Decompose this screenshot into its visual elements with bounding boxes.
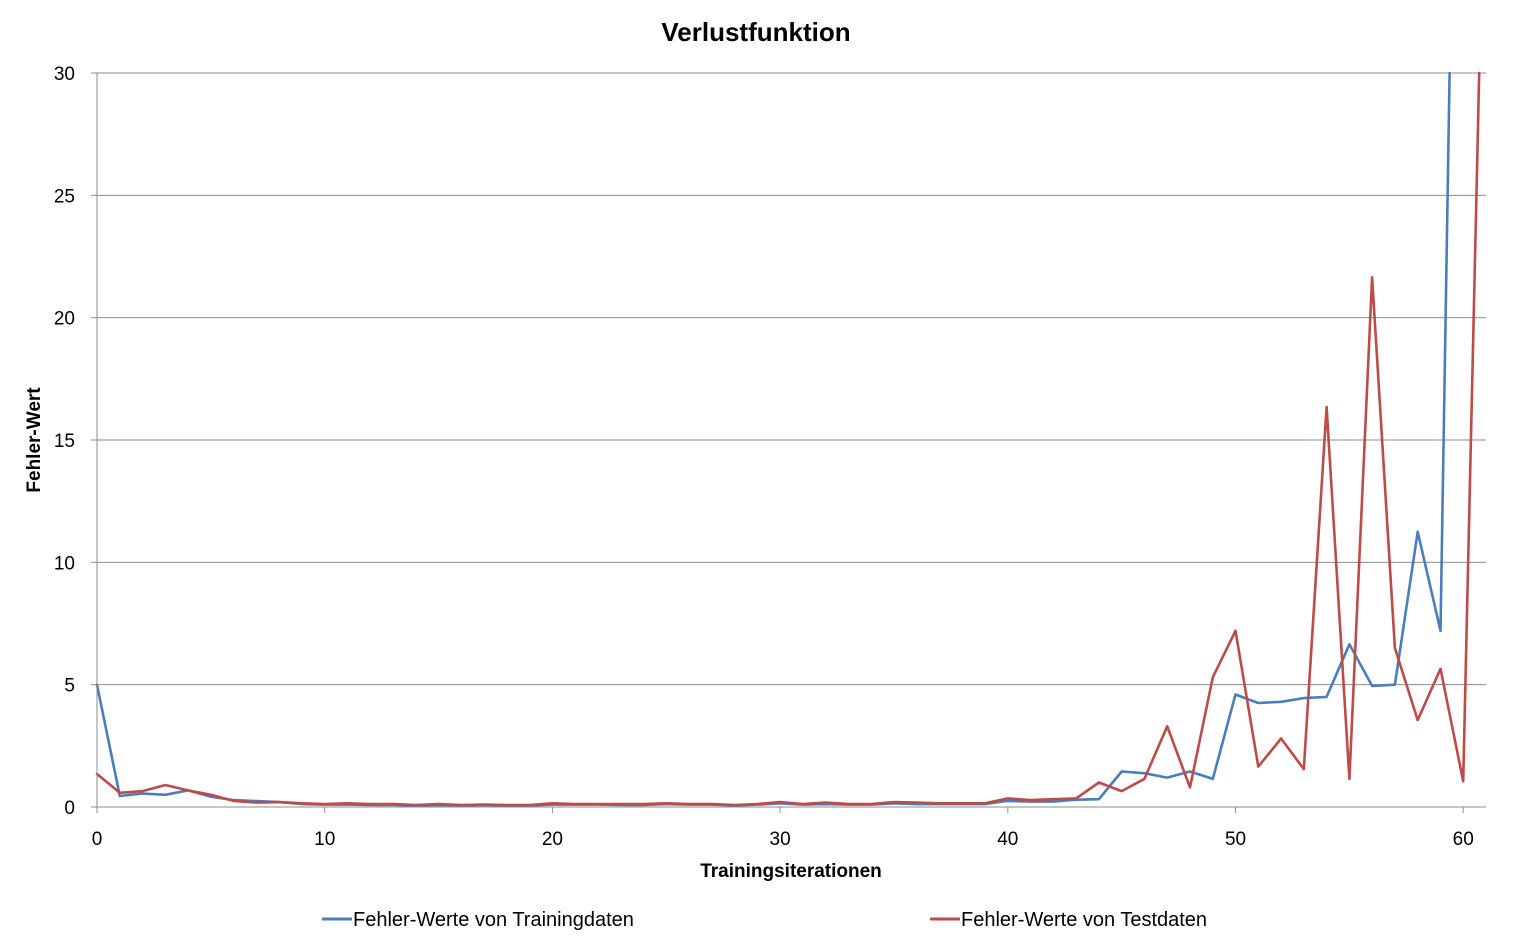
x-tick-label: 20: [542, 829, 563, 850]
y-tick-label: 25: [54, 186, 75, 207]
y-tick-label: 30: [54, 64, 75, 85]
x-tick-label: 50: [1225, 829, 1246, 850]
x-tick-label: 10: [314, 829, 335, 850]
y-tick-label: 20: [54, 309, 75, 330]
y-axis-label: Fehler-Wert: [24, 387, 45, 493]
axes: [91, 72, 1486, 813]
series-line-test: [95, 71, 1481, 807]
series-layer: [95, 71, 1481, 807]
legend: Fehler-Werte von Trainingdaten Fehler-Wer…: [322, 909, 1207, 931]
x-tick-label: 30: [770, 829, 791, 850]
gridlines: [97, 72, 1486, 686]
x-tick-label: 60: [1453, 829, 1474, 850]
x-axis-label: Trainingsiterationen: [700, 861, 882, 882]
x-tick-label: 0: [92, 829, 103, 850]
legend-label: Fehler-Werte von Testdaten: [961, 909, 1207, 931]
y-tick-label: 15: [54, 431, 75, 452]
y-tick-label: 10: [54, 553, 75, 574]
chart-title: Verlustfunktion: [661, 17, 850, 47]
legend-label: Fehler-Werte von Trainingdaten: [353, 909, 634, 931]
y-tick-label: 0: [64, 798, 75, 819]
x-tick-label: 40: [997, 829, 1018, 850]
y-tick-label: 5: [64, 676, 75, 697]
tick-labels: 0 5 10 15 20 25 30 0 10 20 30 40 50 60: [54, 64, 1474, 850]
